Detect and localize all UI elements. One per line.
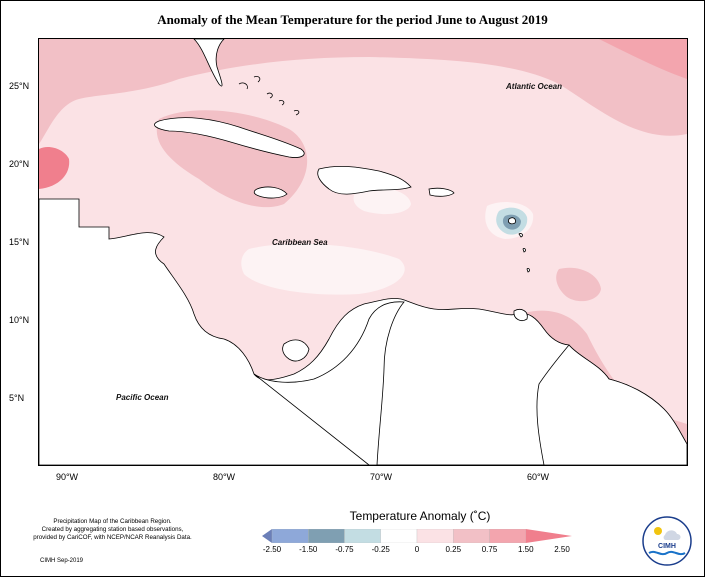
lat-label-5n: 5°N <box>9 393 25 403</box>
land-trinidad <box>513 309 528 321</box>
land-jamaica <box>253 186 288 199</box>
lon-label-80w: 80°W <box>212 472 236 482</box>
pacific-ocean-label: Pacific Ocean <box>116 393 169 402</box>
anomaly-neutral-hispaniola <box>353 187 411 215</box>
legend-swatch <box>380 529 418 543</box>
land-south-america <box>253 301 687 465</box>
anomaly-warm-east <box>556 267 601 302</box>
map-title: Anomaly of the Mean Temperature for the … <box>157 12 548 27</box>
anomaly-warm-north <box>39 39 687 144</box>
land-lake-maracaibo <box>282 339 310 362</box>
legend-title: Temperature Anomaly (˚C) <box>349 509 491 523</box>
land-hispaniola <box>317 165 412 195</box>
land-lesser-antilles <box>508 217 530 273</box>
legend-tick-label: -2.50 <box>262 545 282 554</box>
legend-swatches <box>262 529 572 543</box>
legend-tick-label: -1.50 <box>299 545 318 554</box>
legend-tick-label: -0.25 <box>371 545 390 554</box>
land-cuba <box>154 117 305 158</box>
atlantic-ocean-label: Atlantic Ocean <box>506 82 563 91</box>
legend-swatch <box>416 529 454 543</box>
land-puerto-rico <box>428 187 455 197</box>
legend-tick-label: 0.75 <box>481 545 498 554</box>
legend-tick-label: -0.75 <box>335 545 354 554</box>
legend-tick-label: 2.50 <box>554 545 570 554</box>
legend-colorbar <box>262 529 572 543</box>
legend-swatch-high-extreme <box>525 529 572 543</box>
legend-swatch <box>453 529 490 543</box>
sun-icon <box>654 527 662 535</box>
produced-label: CIMH Sep-2019 <box>40 558 84 564</box>
logo-text: CIMH <box>658 543 676 550</box>
caribbean-sea-label: Caribbean Sea <box>272 238 328 247</box>
credits-block: Precipitation Map of the Caribbean Regio… <box>10 518 215 542</box>
cimh-logo: CIMH <box>642 516 692 566</box>
legend-swatch <box>271 529 309 543</box>
lat-label-10n: 10°N <box>9 315 30 325</box>
credit-line-1: Precipitation Map of the Caribbean Regio… <box>53 518 172 525</box>
legend-swatch-low-extreme <box>262 529 272 543</box>
wave-icon <box>648 550 686 556</box>
anomaly-warm-cuba <box>156 110 308 208</box>
cloud-icon <box>663 530 681 540</box>
legend-tick-label: 0 <box>414 545 420 554</box>
lat-label-20n: 20°N <box>9 159 30 169</box>
land-bahamas <box>238 76 300 116</box>
lon-label-70w: 70°W <box>369 472 393 482</box>
lon-label-90w: 90°W <box>55 472 79 482</box>
legend-swatch <box>344 529 381 543</box>
land-florida <box>193 39 225 87</box>
anomaly-max-yucatan <box>39 147 70 189</box>
logo-ring <box>642 516 692 566</box>
legend-tick-label: 0.25 <box>445 545 462 554</box>
anomaly-map <box>39 39 687 465</box>
lon-label-60w: 60°W <box>526 472 550 482</box>
map-panel: Atlantic Ocean Caribbean Sea Pacific Oce… <box>38 38 688 466</box>
anomaly-warm-northeast <box>599 39 687 79</box>
legend-swatch <box>308 529 345 543</box>
anomaly-neutral-caribbean <box>241 243 405 295</box>
legend-tick-label: 1.50 <box>517 545 534 554</box>
lat-label-15n: 15°N <box>9 237 30 247</box>
credit-line-3: provided by CariCOF, with NCEP/NCAR Rean… <box>33 534 192 541</box>
legend-swatch <box>489 529 526 543</box>
lat-label-25n: 25°N <box>9 81 30 91</box>
credit-line-2: Created by aggregating station based obs… <box>41 526 184 533</box>
